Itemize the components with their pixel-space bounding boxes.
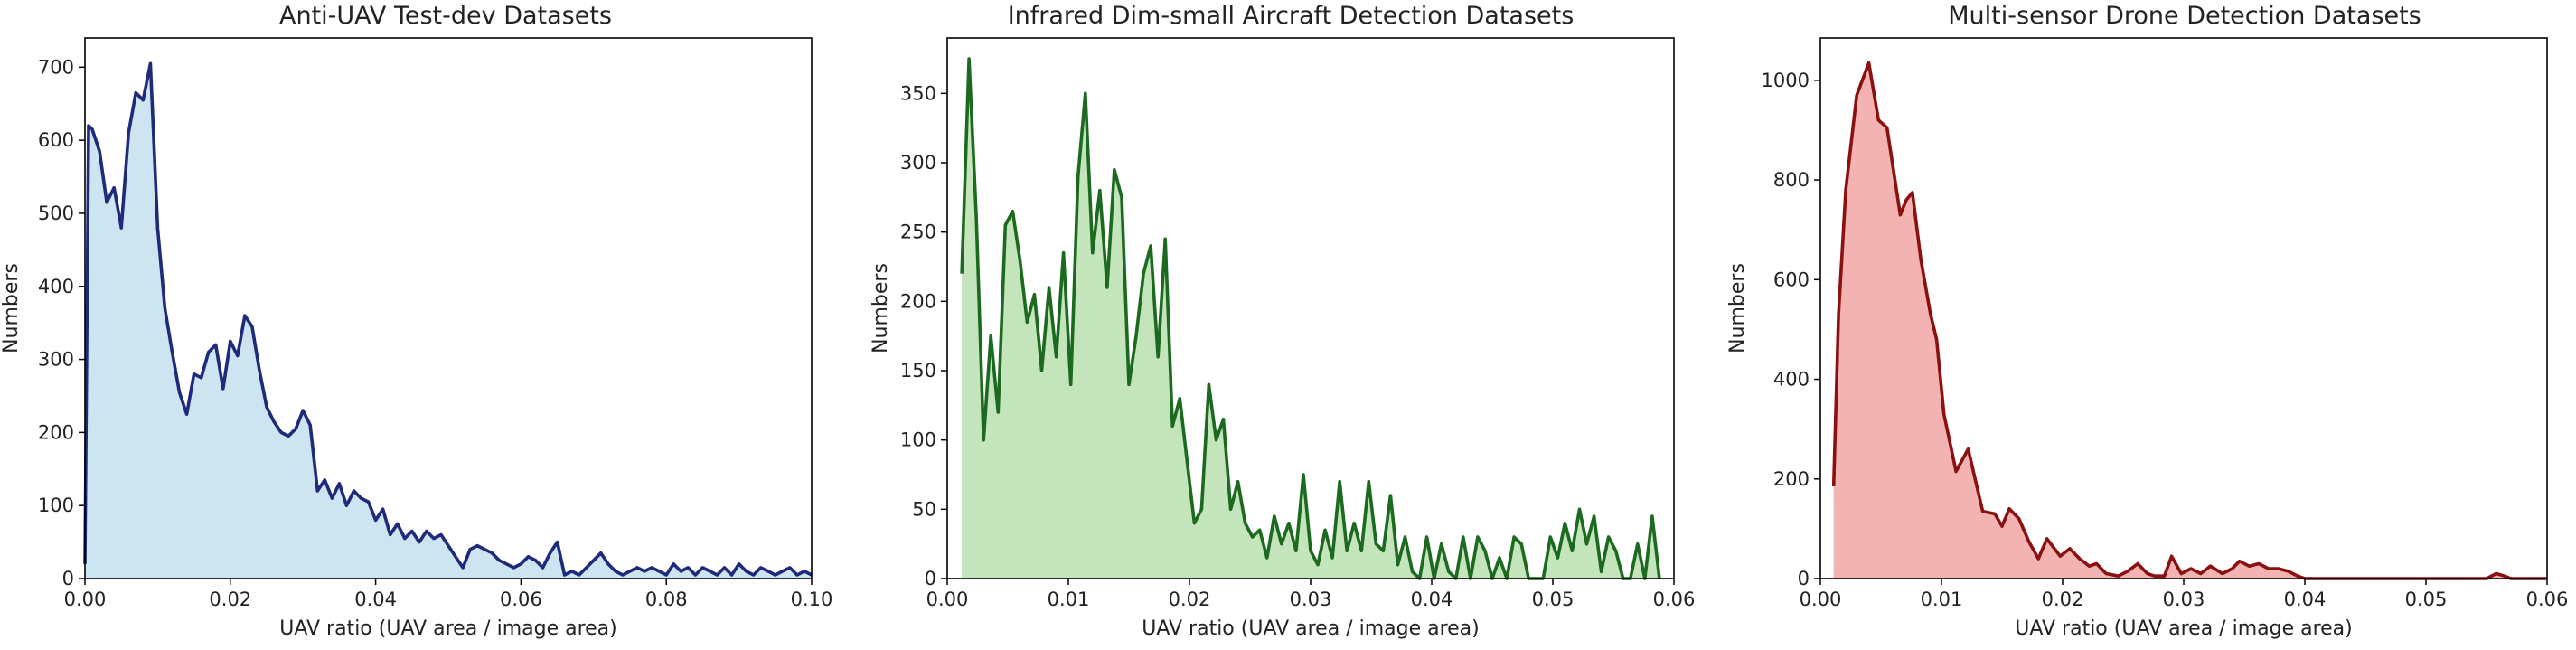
y-tick-label: 250 bbox=[900, 221, 936, 243]
x-tick-label: 0.04 bbox=[354, 589, 397, 610]
y-tick-label: 0 bbox=[925, 568, 936, 589]
x-tick-label: 0.02 bbox=[1169, 589, 1211, 610]
x-tick-label: 0.05 bbox=[1532, 589, 1575, 610]
tick-group: 0.00 0.01 0.02 0.03 0.04 0.05 0.06 0 50 100 150 200… bbox=[900, 82, 1695, 610]
plot-area bbox=[960, 57, 1661, 580]
x-tick-label: 0.04 bbox=[2284, 589, 2327, 610]
y-tick-label: 0 bbox=[62, 568, 74, 589]
y-tick-label: 100 bbox=[38, 495, 74, 516]
y-tick-label: 800 bbox=[1773, 169, 1810, 191]
x-tick-label: 0.08 bbox=[645, 589, 688, 610]
x-tick-label: 0.01 bbox=[1921, 589, 1963, 610]
x-tick-label: 0.10 bbox=[791, 589, 833, 610]
chart-title: Infrared Dim-small Aircraft Detection Da… bbox=[1008, 2, 1575, 30]
series-area-fill bbox=[1833, 62, 2547, 579]
x-tick-label: 0.03 bbox=[2163, 589, 2205, 610]
y-tick-label: 600 bbox=[38, 129, 74, 151]
chart-infrared-dim-small-aircraft: Infrared Dim-small Aircraft Detection Da… bbox=[870, 2, 1695, 640]
y-tick-label: 300 bbox=[38, 349, 74, 371]
x-tick-label: 0.02 bbox=[2042, 589, 2084, 610]
x-tick-label: 0.05 bbox=[2405, 589, 2448, 610]
y-tick-label: 700 bbox=[38, 56, 74, 78]
chart-anti-uav-test-dev: Anti-UAV Test-dev Datasets 0.00 0.02 0.04 0… bbox=[0, 2, 832, 640]
chart-title: Multi-sensor Drone Detection Datasets bbox=[1948, 2, 2421, 30]
axes-frame bbox=[84, 37, 813, 579]
y-tick-label: 500 bbox=[38, 203, 74, 224]
y-tick-label: 100 bbox=[900, 429, 936, 451]
y-axis-label: Numbers bbox=[870, 263, 892, 353]
y-tick-label: 200 bbox=[1773, 468, 1810, 490]
x-tick-label: 0.00 bbox=[1800, 589, 1842, 610]
y-tick-label: 1000 bbox=[1762, 70, 1810, 91]
y-tick-label: 0 bbox=[1798, 568, 1810, 589]
y-tick-label: 150 bbox=[900, 360, 936, 382]
y-axis-label: Numbers bbox=[0, 263, 23, 353]
x-tick-label: 0.02 bbox=[209, 589, 251, 610]
x-axis-label: UAV ratio (UAV area / image area) bbox=[279, 617, 617, 640]
x-tick-label: 0.06 bbox=[2526, 589, 2569, 610]
plot-area bbox=[83, 61, 813, 579]
y-tick-label: 200 bbox=[900, 290, 936, 312]
x-tick-label: 0.00 bbox=[926, 589, 969, 610]
series-area-fill bbox=[85, 63, 812, 579]
series-line bbox=[83, 61, 813, 577]
plot-area bbox=[1831, 61, 2547, 580]
chart-title: Anti-UAV Test-dev Datasets bbox=[279, 2, 612, 30]
y-tick-label: 200 bbox=[38, 421, 74, 443]
x-tick-label: 0.06 bbox=[1653, 589, 1696, 610]
x-tick-label: 0.01 bbox=[1048, 589, 1090, 610]
x-tick-label: 0.04 bbox=[1411, 589, 1453, 610]
x-axis-label: UAV ratio (UAV area / image area) bbox=[1142, 617, 1480, 640]
y-tick-label: 50 bbox=[912, 498, 936, 520]
y-axis-label: Numbers bbox=[1726, 263, 1749, 353]
tick-group: 0.00 0.02 0.04 0.06 0.08 0.10 0 100 200 300 400 500… bbox=[38, 56, 832, 610]
series-area-fill bbox=[962, 59, 1659, 579]
series-line bbox=[1831, 61, 2547, 580]
tick-group: 0.00 0.01 0.02 0.03 0.04 0.05 0.06 0 200 400 600 80… bbox=[1762, 70, 2569, 610]
y-tick-label: 400 bbox=[38, 276, 74, 297]
y-tick-label: 350 bbox=[900, 82, 936, 104]
x-tick-label: 0.03 bbox=[1290, 589, 1332, 610]
y-tick-label: 300 bbox=[900, 152, 936, 174]
x-tick-label: 0.00 bbox=[64, 589, 107, 610]
y-tick-label: 600 bbox=[1773, 268, 1810, 290]
y-tick-label: 400 bbox=[1773, 369, 1810, 391]
chart-multi-sensor-drone: Multi-sensor Drone Detection Datasets 0.… bbox=[1726, 2, 2568, 640]
x-axis-label: UAV ratio (UAV area / image area) bbox=[2015, 617, 2353, 640]
x-tick-label: 0.06 bbox=[500, 589, 542, 610]
